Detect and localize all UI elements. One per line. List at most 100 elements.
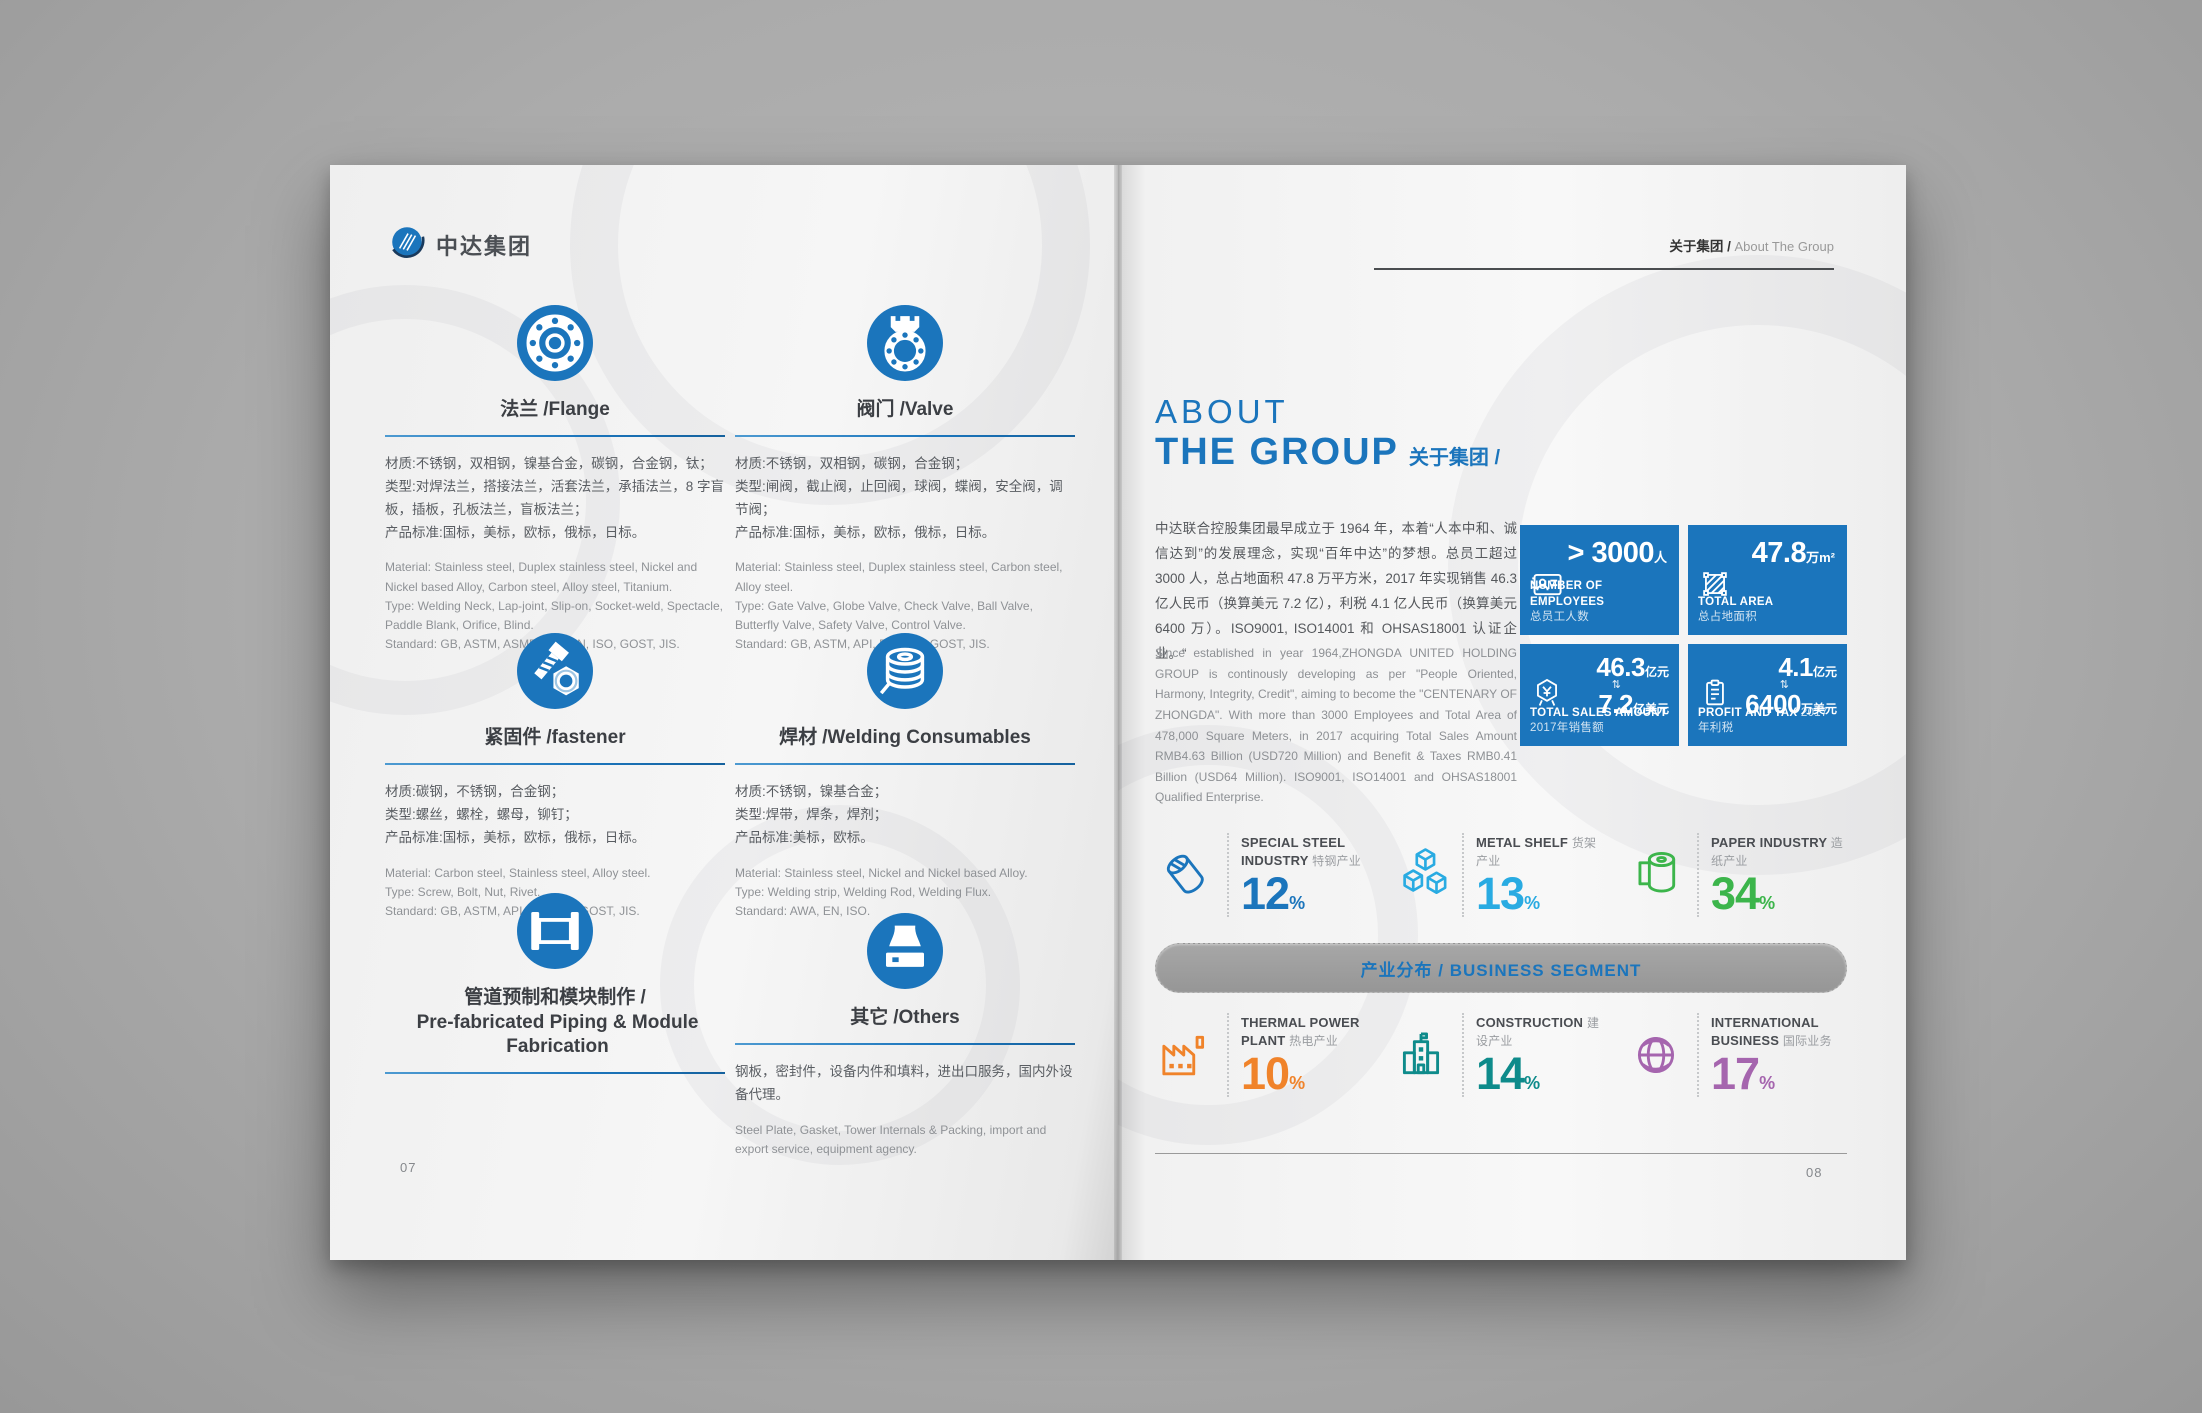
valve-icon [867,305,943,381]
area-icon [1698,567,1732,601]
spec-en-line: Material: Stainless steel, Duplex stainl… [735,560,1063,594]
spec-zh-line: 材质:不锈钢，双相钢，碳钢，合金钢； [735,455,969,471]
paper-roll-icon [1625,844,1687,906]
segment-percent: 14% [1476,1048,1541,1100]
segment-percent: 10% [1241,1048,1306,1100]
stat-profit-tax: 4.1亿元 ⇅ 6400万美元 PROFIT AND TAX 2017年利税 [1688,644,1847,746]
segment-percent: 17% [1711,1048,1776,1100]
stat-label-zh: 2017年利税 [1698,706,1828,735]
clipboard-icon [1698,676,1732,710]
welding-coil-icon [867,633,943,709]
stat-total-sales: 46.3亿元 ⇅ 7.2亿美元 TOTAL SALES AMOUNT 2017年… [1520,644,1679,746]
section-title: 其它/Others [850,1007,960,1028]
logo-globe-icon [388,223,426,266]
spec-zh-line: 产品标准:美标，欧标。 [735,829,874,845]
stat-label-en: TOTAL SALES AMOUNT [1530,706,1668,719]
banner-label: 产业分布 / BUSINESS SEGMENT [1360,960,1642,980]
company-logo: 中达集团 [388,223,532,266]
segment-label-zh: 造纸产业 [1711,835,1843,868]
spec-en-line: Type: Screw, Bolt, Nut, Rivet. [385,884,541,899]
section-title: 法兰/Flange [500,399,610,420]
segments-bottom-row: THERMAL POWER PLANT 热电产业 10% [1155,1013,1847,1097]
steel-cylinder-icon [1155,844,1217,906]
spec-zh-line: 类型:对焊法兰，搭接法兰，活套法兰，承插法兰，8 字盲板，插板，孔板法兰，盲板法… [385,478,725,517]
dotted-divider [1462,1013,1464,1097]
spec-zh-line: 产品标准:国标，美标，欧标，俄标，日标。 [385,829,646,845]
segments-top-row: SPECIAL STEEL INDUSTRY 特钢产业 12% METAL SH… [1155,833,1847,917]
flange-icon [517,305,593,381]
page-title: ABOUT THE GROUP 关于集团 / [1155,393,1500,474]
stat-total-area: 47.8万m² TOTAL AREA 总占地面积 [1688,525,1847,635]
brochure-spread: 中达集团 法兰/Flange 材质:不锈钢，双相钢，镍基合金，碳钢，合金钢，钛；… [330,165,1906,1260]
segment-special-steel: SPECIAL STEEL INDUSTRY 特钢产业 12% [1155,833,1377,917]
page-header: 关于集团 / About The Group [1669,235,1834,256]
stat-label-zh: 总占地面积 [1698,611,1757,624]
header-title-en: About The Group [1730,239,1835,254]
dotted-divider [1462,833,1464,917]
dotted-divider [1697,1013,1699,1097]
spec-zh-line: 类型:焊带，焊条，焊剂； [735,806,888,822]
section-title: 紧固件/fastener [484,727,626,748]
exchange-arrows-icon: ⇅ [1611,679,1621,691]
segment-metal-shelf: METAL SHELF 货架产业 13% [1390,833,1612,917]
section-title: 阀门/Valve [856,399,954,420]
spec-en-line: Type: Gate Valve, Globe Valve, Check Val… [735,598,1033,632]
section-others: 其它/Others 钢板，密封件，设备内件和填料，进出口服务，国内外设备代理。 … [735,913,1075,1159]
spec-en-line: Material: Stainless steel, Nickel and Ni… [735,865,1028,880]
segment-label-en: PAPER INDUSTRY [1711,834,1827,850]
section-welding: 焊材/Welding Consumables 材质:不锈钢，镍基合金； 类型:焊… [735,633,1075,921]
spec-zh-line: 钢板，密封件，设备内件和填料，进出口服务，国内外设备代理。 [735,1063,1073,1102]
spec-zh-line: 材质:不锈钢，双相钢，镍基合金，碳钢，合金钢，钛； [385,455,713,471]
segment-label-en: METAL SHELF [1476,834,1568,850]
section-title: 管道预制和模块制作 / Pre-fabricated Piping & Modul… [416,987,699,1058]
stat-label-zh: 2017年销售额 [1530,722,1604,735]
spec-en-line: Type: Welding Neck, Lap-joint, Slip-on, … [385,598,723,632]
title-suffix: 关于集团 / [1408,447,1501,469]
header-title-zh: 关于集团 / [1669,239,1731,254]
section-title: 焊材/Welding Consumables [779,727,1031,748]
spec-zh-line: 产品标准:国标，美标，欧标，俄标，日标。 [735,524,996,540]
cubes-icon [1390,844,1452,906]
spec-en-line: Standard: AWA, EN, ISO. [735,903,871,918]
spec-zh-line: 类型:螺丝，螺栓，螺母，铆钉； [385,806,578,822]
building-icon [1390,1024,1452,1086]
spec-zh-line: 类型:闸阀，截止阀，止回阀，球阀，蝶阀，安全阀，调节阀； [735,478,1063,517]
page-left: 中达集团 法兰/Flange 材质:不锈钢，双相钢，镍基合金，碳钢，合金钢，钛；… [330,165,1118,1260]
header-rule [1374,268,1834,270]
fastener-bolt-icon [517,633,593,709]
dotted-divider [1697,833,1699,917]
business-segment-banner: 产业分布 / BUSINESS SEGMENT [1155,943,1847,993]
yuan-badge-icon [1530,676,1564,710]
section-divider [735,434,1075,437]
stat-label-en: NUMBER OF EMPLOYEES [1530,580,1605,608]
spec-en-line: Material: Carbon steel, Stainless steel,… [385,865,651,880]
spec-zh-line: 材质:碳钢，不锈钢，合金钢； [385,783,565,799]
segment-label-en: SPECIAL STEEL INDUSTRY [1241,834,1345,868]
stats-grid: > 3000人 NUMBER OF EMPLOYEES 总员工人数 47.8万m² [1520,525,1847,746]
dotted-divider [1227,1013,1229,1097]
stat-label-zh: 总员工人数 [1530,611,1589,624]
segment-label-zh: 特钢产业 [1312,853,1361,868]
segment-label-zh: 货架产业 [1476,835,1597,868]
globe-icon [1625,1024,1687,1086]
exchange-arrows-icon: ⇅ [1779,679,1789,691]
segment-label-zh: 国际业务 [1782,1033,1832,1048]
segment-international: INTERNATIONAL BUSINESS 国际业务 17% [1625,1013,1847,1097]
brand-name: 中达集团 [436,233,533,259]
segment-construction: CONSTRUCTION 建设产业 14% [1390,1013,1612,1097]
section-divider [385,762,725,765]
page-number-right: 08 [1806,1165,1823,1180]
book-spine [1114,165,1122,1260]
section-flange: 法兰/Flange 材质:不锈钢，双相钢，镍基合金，碳钢，合金钢，钛； 类型:对… [385,305,725,654]
spec-zh-line: 产品标准:国标，美标，欧标，俄标，日标。 [385,524,646,540]
segment-label-zh: 热电产业 [1289,1033,1338,1048]
title-line1: ABOUT [1155,393,1289,430]
segment-label-en: CONSTRUCTION [1476,1014,1584,1030]
intro-paragraph-en: Since established in year 1964,ZHONGDA U… [1155,646,1517,805]
segment-label-en: INTERNATIONAL BUSINESS [1711,1014,1819,1048]
stat-employees: > 3000人 NUMBER OF EMPLOYEES 总员工人数 [1520,525,1679,635]
title-line2: THE GROUP [1155,431,1399,473]
stat-label-en: PROFIT AND TAX [1698,706,1798,719]
segment-label-en: THERMAL POWER PLANT [1241,1014,1360,1048]
section-divider [735,762,1075,765]
